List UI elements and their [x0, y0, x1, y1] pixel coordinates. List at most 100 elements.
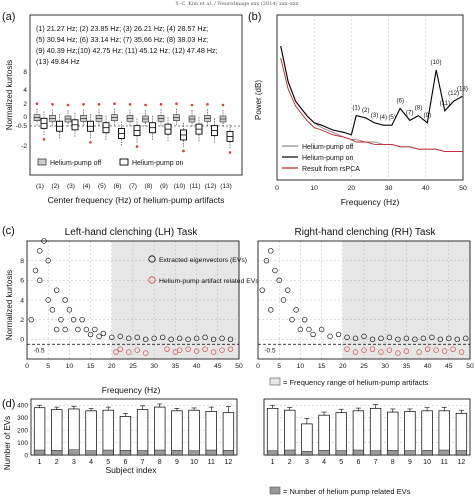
ev-point — [272, 267, 278, 274]
panel-c-xlabel: Frequency (Hz) — [102, 385, 161, 395]
ev-point — [96, 333, 102, 340]
ev-point — [45, 257, 51, 264]
artifact-point — [134, 347, 140, 353]
subject-label: 10 — [190, 459, 198, 466]
bar — [136, 409, 149, 456]
subject-label: 7 — [141, 459, 145, 466]
related-bar — [318, 450, 330, 456]
bar — [266, 407, 279, 456]
bar — [404, 411, 416, 456]
ev-point — [58, 316, 64, 323]
category-label: (4) — [83, 183, 91, 190]
category-label: (3) — [67, 183, 75, 190]
ev-point — [134, 334, 140, 341]
related-bar — [387, 450, 399, 456]
related-bar — [370, 450, 382, 456]
y-tick-label: 2 — [20, 317, 24, 324]
ev-point — [293, 307, 299, 313]
y-tick-label: 0 — [20, 337, 24, 344]
ev-point — [62, 326, 68, 333]
ev-point — [403, 335, 410, 342]
x-tick-label: 40 — [424, 363, 432, 370]
ev-point — [28, 316, 34, 323]
artifact-point — [185, 346, 191, 352]
peak-label: (6) — [396, 97, 404, 104]
ev-point — [70, 316, 77, 323]
panel-a-xlabel: Center frequency (Hz) of helium-pump art… — [48, 195, 225, 205]
panel-a-categories: (1) (2) (3) (4) (5) (6) (7) (8) (9) (10) (11) (12)(… — [36, 183, 232, 190]
outlier-marker — [89, 140, 92, 144]
subject-label: 6 — [356, 459, 360, 466]
legend-pump-off: Helium-pump off — [50, 160, 101, 167]
panel-b-letter: (b) — [248, 11, 261, 23]
outlier-marker — [144, 103, 147, 107]
bar — [284, 409, 296, 456]
ev-point — [159, 334, 166, 341]
ev-point — [185, 336, 191, 343]
x-tick-label: 15 — [87, 363, 95, 370]
artifact-point — [458, 349, 465, 355]
subject-label: 3 — [305, 459, 309, 466]
x-tick-label: 30 — [381, 363, 389, 370]
subject-label: 8 — [391, 459, 395, 466]
related-bar — [34, 449, 46, 456]
ev-point — [75, 326, 81, 333]
artifact-point — [433, 347, 439, 353]
frame — [26, 240, 240, 360]
outlier-marker — [42, 138, 46, 141]
ev-point — [463, 335, 469, 342]
ev-point — [227, 336, 234, 343]
x-tick-label: 20 — [348, 185, 356, 192]
outlier-marker — [135, 145, 139, 148]
ev-point — [53, 287, 60, 293]
series-line-2 — [280, 45, 463, 136]
ev-point — [335, 331, 342, 338]
category-label: (11) — [189, 183, 200, 190]
bar — [51, 409, 63, 456]
ev-point — [386, 334, 393, 341]
ev-point — [66, 307, 73, 313]
legend-artifact: Helium-pump artifact related EVs — [159, 278, 259, 285]
artifact-point — [164, 346, 170, 352]
subject-label: 6 — [123, 459, 127, 466]
x-tick-label: 50 — [466, 363, 474, 370]
legend-artifact-marker — [148, 276, 156, 284]
y-tick-label: 8 — [20, 258, 24, 265]
artifact-point — [352, 349, 359, 355]
subject-label: 12 — [458, 459, 466, 466]
category-label: (7) — [129, 183, 137, 190]
related-legend-swatch — [269, 486, 281, 495]
y-tick-label: 6 — [20, 278, 24, 285]
ev-point — [369, 336, 376, 343]
x-tick-label: 35 — [403, 363, 411, 370]
ev-point — [45, 297, 51, 303]
related-bar — [438, 449, 450, 456]
peak-label: (12) — [448, 90, 459, 97]
ev-point — [306, 326, 312, 333]
x-tick-label: 0 — [256, 363, 260, 370]
panel-c-ylabel: Normalized kurtosis — [5, 270, 14, 340]
frame — [263, 398, 471, 456]
artifact-point — [143, 350, 149, 356]
ev-point — [429, 334, 435, 341]
related-bar — [205, 449, 217, 456]
peak-label: (3) — [371, 112, 379, 119]
subject-label: 9 — [175, 459, 179, 466]
subject-label: 2 — [55, 459, 59, 466]
artifact-point — [395, 350, 401, 356]
y-tick-label: 100 — [17, 440, 28, 447]
ev-point — [437, 336, 444, 343]
ev-point — [454, 336, 460, 343]
ev-point — [109, 334, 115, 341]
ev-point — [143, 336, 149, 343]
bar — [102, 409, 114, 456]
legend-b-rspca: Result from rsPCA — [302, 166, 360, 173]
ev-point — [193, 335, 200, 342]
bar — [33, 407, 46, 456]
category-label: (9) — [160, 183, 168, 190]
x-tick-label: 25 — [129, 363, 137, 370]
ev-point — [259, 287, 265, 293]
legend-ev: Extracted eigenvectors (EVs) — [159, 257, 247, 264]
ev-point — [37, 248, 43, 254]
